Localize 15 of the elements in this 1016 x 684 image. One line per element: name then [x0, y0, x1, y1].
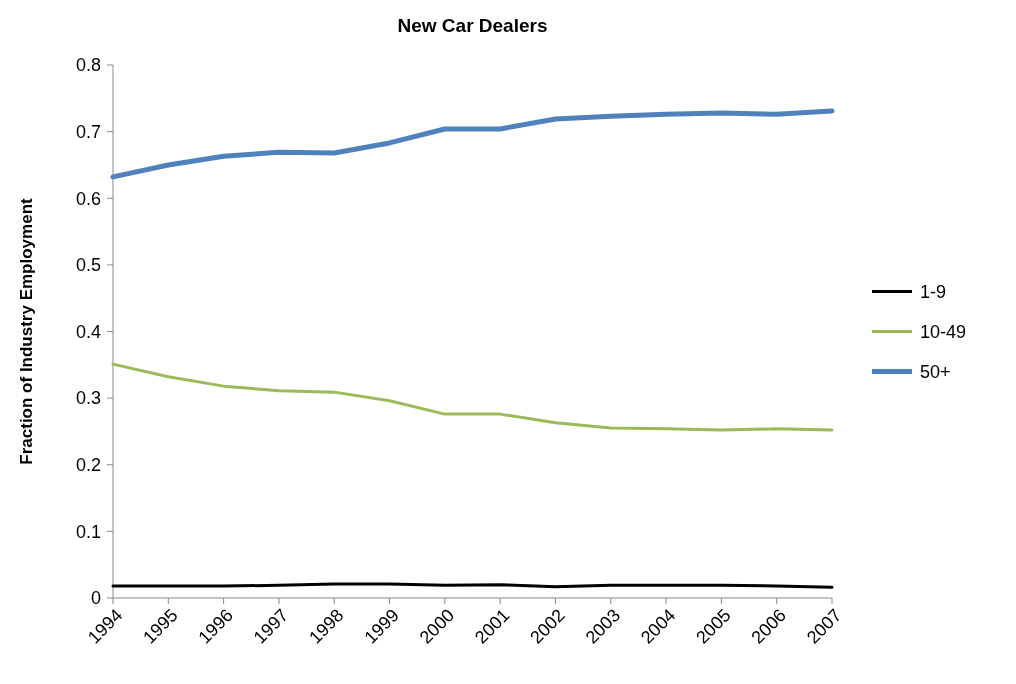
y-tick-label: 0.1 — [75, 521, 101, 542]
y-tick-label: 0.8 — [75, 55, 101, 76]
y-tick-label: 0.7 — [75, 121, 101, 142]
y-tick-label: 0.6 — [75, 188, 101, 209]
legend-label: 10-49 — [920, 321, 967, 342]
y-tick-label: 0.5 — [75, 255, 101, 276]
chart-title: New Car Dealers — [397, 15, 548, 36]
y-tick-label: 0.2 — [75, 455, 101, 476]
y-tick-label: 0 — [90, 588, 101, 609]
y-axis-title: Fraction of Industry Employment — [17, 197, 36, 465]
legend-label: 1-9 — [920, 281, 947, 302]
legend-label: 50+ — [920, 361, 951, 382]
y-tick-label: 0.4 — [75, 321, 101, 342]
y-tick-label: 0.3 — [75, 388, 101, 409]
line-series — [111, 362, 834, 432]
